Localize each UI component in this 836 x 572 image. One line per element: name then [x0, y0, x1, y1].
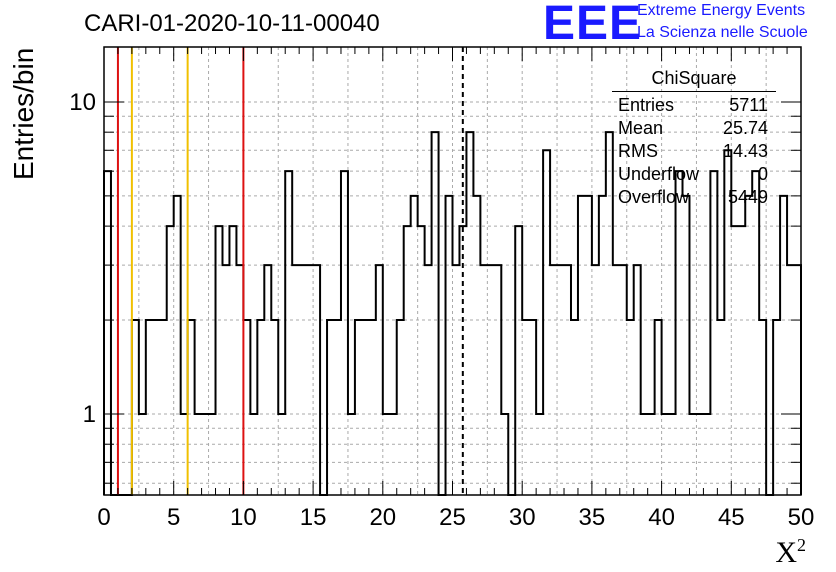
stats-row-underflow: Underflow 0: [612, 163, 776, 186]
x-tick-label: 50: [788, 504, 815, 531]
x-tick-label: 45: [718, 504, 745, 531]
histogram: [103, 131, 802, 496]
marker-lines: [116, 47, 464, 495]
y-tick-label: 10: [69, 89, 96, 116]
y-axis-label: Entries/bin: [8, 47, 39, 180]
stats-row-entries: Entries 5711: [612, 94, 776, 117]
stats-title: ChiSquare: [612, 68, 776, 92]
y-tick-label: 1: [83, 401, 96, 428]
stats-label: Underflow: [618, 164, 700, 184]
stats-value: 5711: [729, 95, 768, 115]
stats-row-overflow: Overflow 5449: [612, 186, 776, 209]
stats-value: 25.74: [722, 118, 768, 138]
eee-logo: EEE: [543, 0, 643, 50]
logo-line-2: La Scienza nelle Scuole: [637, 24, 808, 41]
x-tick-label: 10: [230, 504, 257, 531]
x-axis-label: X2: [775, 535, 806, 570]
x-tick-label: 5: [167, 504, 180, 531]
stats-label: RMS: [618, 141, 658, 161]
x-axis-label-base: X: [775, 536, 797, 569]
stats-label: Mean: [618, 118, 664, 138]
stats-row-rms: RMS 14.43: [612, 140, 776, 163]
stats-value: 0: [757, 164, 768, 184]
axes: 0 5 10 15 20 25 30 35 40 45 50 1 10: [69, 46, 815, 531]
x-axis-label-superscript: 2: [797, 535, 806, 555]
logo-line-1: Extreme Energy Events: [637, 2, 806, 19]
x-tick-label: 35: [579, 504, 606, 531]
histogram-series: [103, 131, 802, 496]
stats-row-mean: Mean 25.74: [612, 117, 776, 140]
stats-box: ChiSquare Entries 5711 Mean 25.74 RMS 14…: [612, 68, 776, 209]
stats-label: Overflow: [618, 187, 690, 207]
x-tick-label: 30: [509, 504, 536, 531]
x-tick-label: 0: [97, 504, 110, 531]
x-tick-label: 20: [369, 504, 396, 531]
x-tick-label: 15: [300, 504, 327, 531]
x-tick-label: 40: [648, 504, 675, 531]
stats-label: Entries: [618, 95, 675, 115]
x-tick-label: 25: [439, 504, 466, 531]
stats-value: 5449: [727, 187, 768, 207]
stats-value: 14.43: [722, 141, 768, 161]
chart-title: CARI-01-2020-10-11-00040: [84, 10, 380, 37]
